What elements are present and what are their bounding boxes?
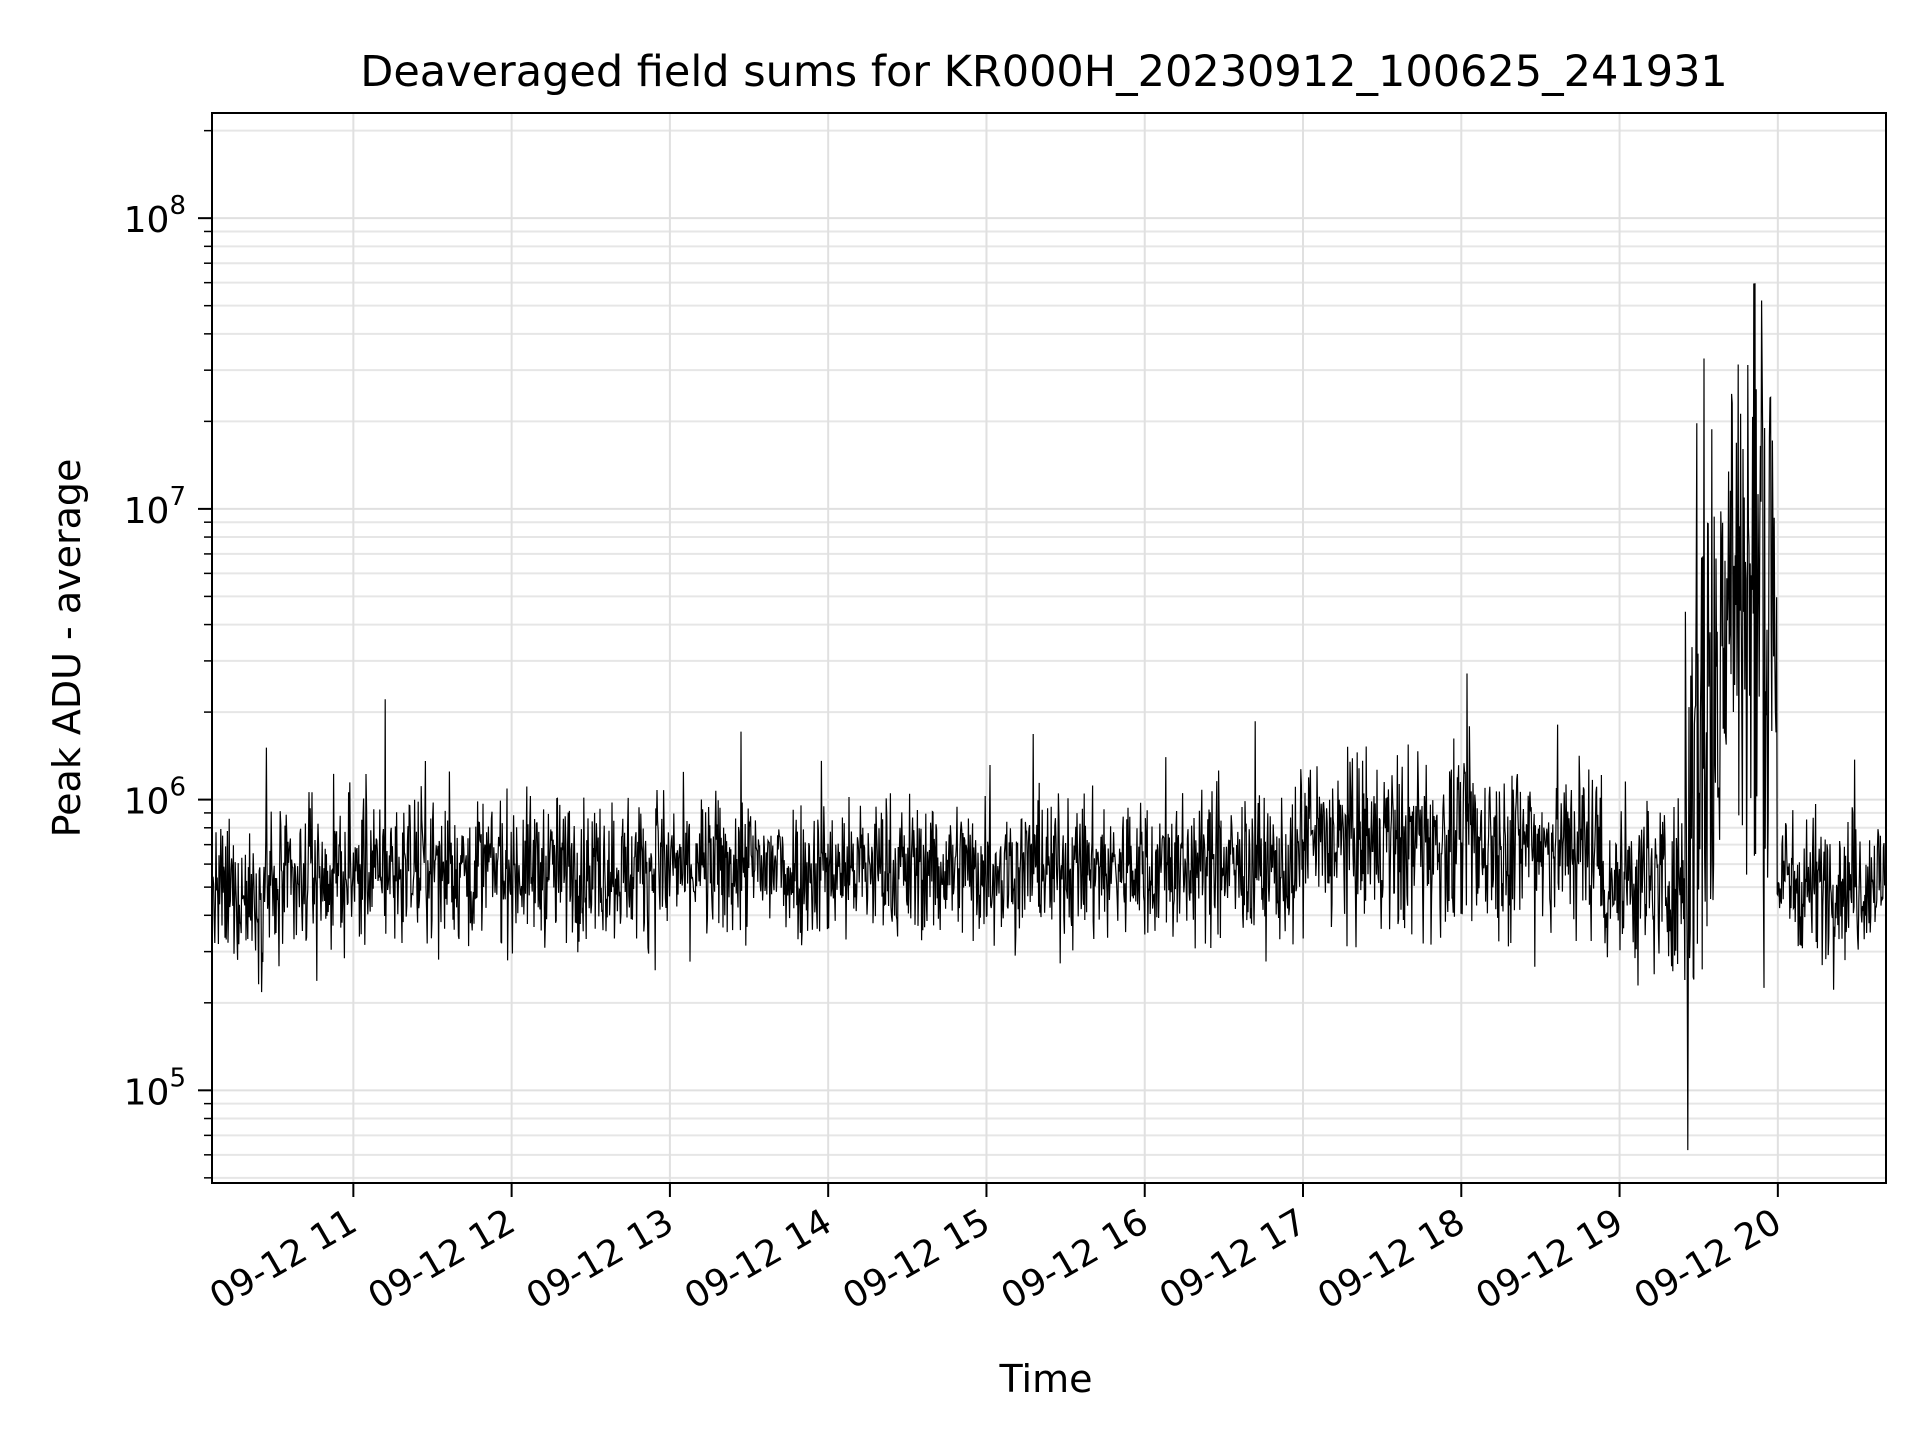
- chart-title: Deaveraged field sums for KR000H_2023091…: [360, 47, 1728, 97]
- y-tick-label: 106: [124, 773, 186, 823]
- series-group: [212, 283, 1886, 1151]
- y-tick-label: 108: [124, 191, 186, 241]
- y-tick-label: 105: [124, 1063, 186, 1113]
- y-tick-label: 107: [124, 482, 186, 532]
- plot-frame: [211, 112, 1887, 1184]
- y-axis-label: Peak ADU - average: [45, 459, 89, 838]
- series-line: [212, 283, 1886, 1151]
- x-axis-label: Time: [999, 1357, 1093, 1401]
